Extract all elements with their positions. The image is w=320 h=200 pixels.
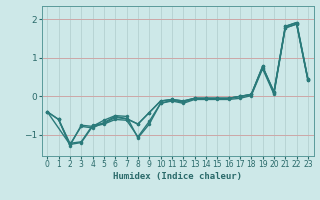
X-axis label: Humidex (Indice chaleur): Humidex (Indice chaleur) [113, 172, 242, 181]
